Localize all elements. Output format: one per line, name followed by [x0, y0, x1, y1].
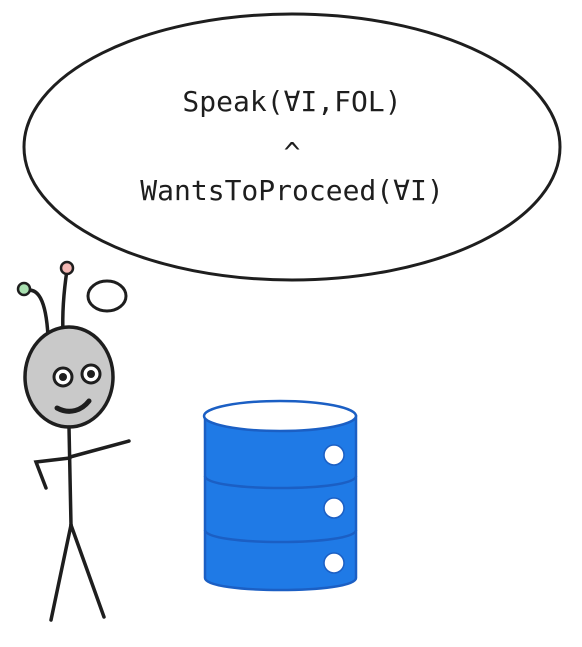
left-antenna-tip: [16, 281, 32, 297]
bubble-and-operator: ^: [284, 136, 301, 169]
bubble-line-wants: WantsToProceed(∀I): [140, 174, 443, 207]
database-cylinder-icon: [202, 399, 358, 592]
right-antenna: [61, 268, 69, 336]
right-pupil: [87, 370, 95, 378]
thought-bubble: Speak(∀I,FOL) ^ WantsToProceed(∀I): [22, 12, 562, 282]
database-band-1: [203, 475, 358, 490]
database-indicator-2: [323, 497, 345, 519]
right-arm: [68, 439, 131, 459]
bubble-line-speak: Speak(∀I,FOL): [182, 85, 401, 118]
right-antenna-tip: [59, 260, 75, 276]
left-arm: [33, 456, 72, 490]
alien-stick-figure-icon: [16, 260, 131, 622]
left-pupil: [59, 373, 67, 381]
thought-dot: [86, 279, 128, 313]
smile: [54, 398, 92, 414]
left-antenna: [22, 288, 50, 338]
left-leg: [49, 523, 73, 622]
database-band-2: [203, 529, 358, 544]
thought-bubble-ellipse: [22, 12, 562, 282]
right-leg: [69, 523, 106, 619]
database-indicator-3: [323, 552, 345, 574]
database-top: [202, 399, 358, 433]
database-body: [203, 414, 358, 592]
torso: [67, 425, 73, 527]
database-indicator-1: [323, 444, 345, 466]
